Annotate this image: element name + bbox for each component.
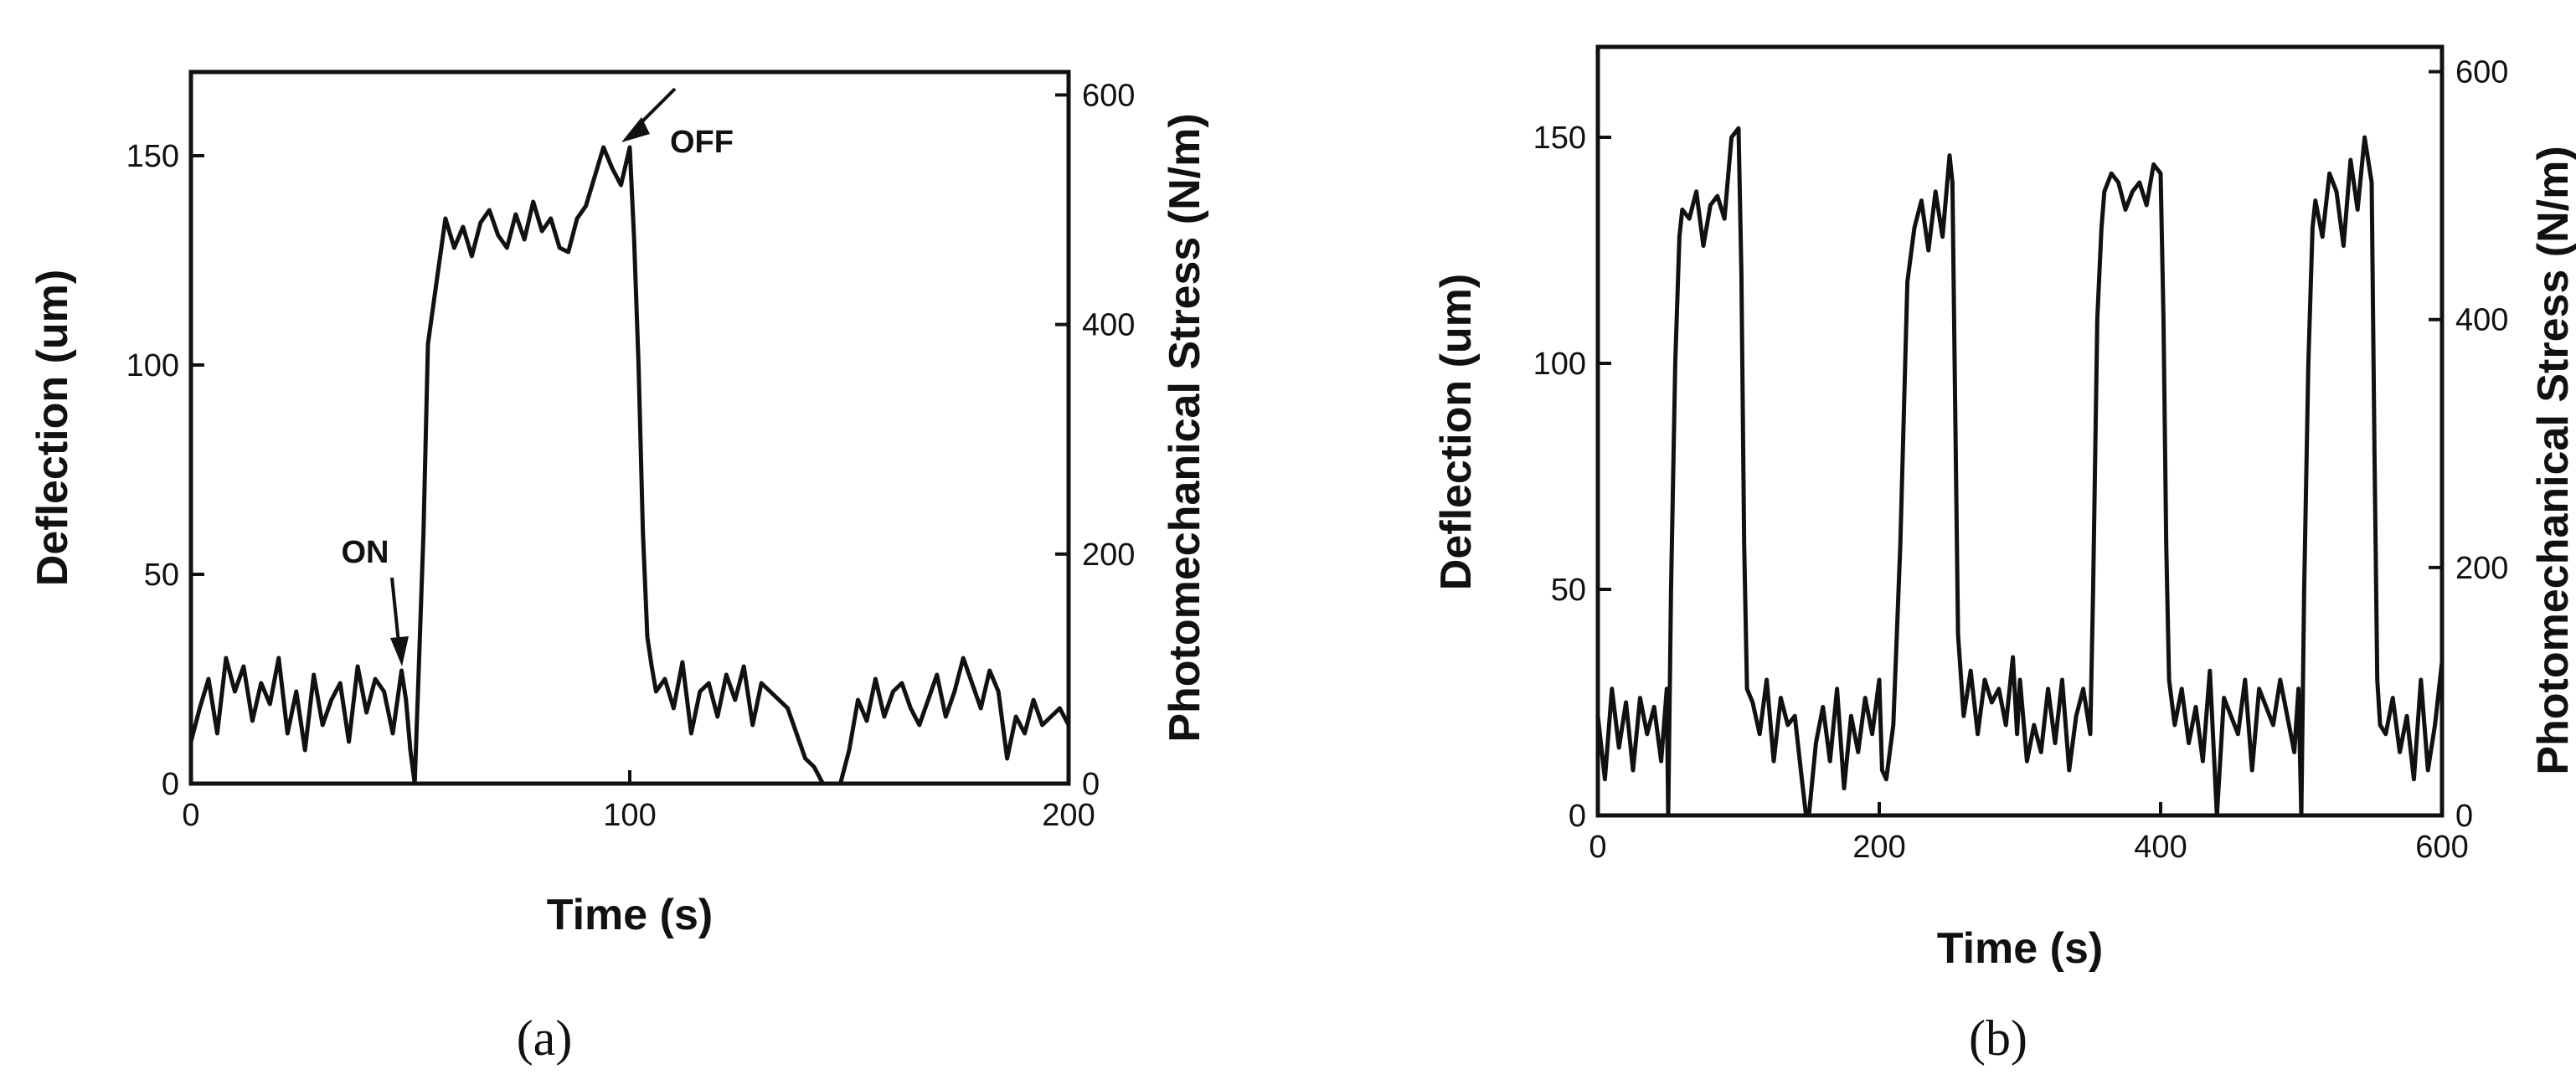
- deflection-series-line-b: [1595, 126, 2445, 818]
- y2-tick-label: 400: [1082, 308, 1135, 343]
- x-ticks-a: 0 100 200: [182, 770, 1095, 833]
- x-tick-label: 0: [182, 798, 199, 833]
- y2-tick-label: 0: [1082, 767, 1100, 802]
- y-tick-label: 0: [162, 767, 179, 802]
- on-arrow-head: [390, 636, 409, 666]
- y2-tick-label: 200: [2455, 551, 2508, 586]
- x-axis-label-b: Time (s): [1937, 924, 2103, 973]
- y2-axis-label-b: Photomechanical Stress (N/m): [2529, 146, 2576, 774]
- y2-axis-label-a: Photomechanical Stress (N/m): [1161, 113, 1209, 742]
- x-axis-label-a: Time (s): [547, 891, 713, 939]
- y2-tick-label: 600: [2455, 55, 2508, 90]
- x-tick-label: 0: [1589, 830, 1606, 865]
- caption-a: (a): [517, 1010, 573, 1066]
- y-tick-label: 150: [126, 139, 179, 174]
- x-tick-label: 600: [2415, 830, 2468, 865]
- y-axis-label-a: Deflection (um): [28, 270, 77, 586]
- chart-panel-b: 0 200 400 600 0 50 100 150 0 200 400 600 Time (s)…: [1432, 44, 2576, 1066]
- y2-tick-label: 600: [1082, 78, 1135, 113]
- y-tick-label: 150: [1533, 121, 1586, 156]
- x-tick-label: 400: [2134, 830, 2187, 865]
- y-axis-label-b: Deflection (um): [1432, 274, 1481, 590]
- on-arrow: [390, 577, 400, 644]
- caption-b: (b): [1969, 1010, 2027, 1066]
- y2-tick-label: 400: [2455, 303, 2508, 338]
- y-tick-label: 0: [1569, 799, 1586, 834]
- x-tick-label: 100: [603, 798, 656, 833]
- y-ticks-a: 0 50 100 150: [126, 139, 204, 802]
- x-tick-label: 200: [1042, 798, 1095, 833]
- y-tick-label: 100: [126, 348, 179, 383]
- x-tick-label: 200: [1852, 830, 1905, 865]
- x-ticks-b: 0 200 400 600: [1589, 802, 2469, 865]
- plot-frame-b: [1595, 44, 2445, 818]
- deflection-series-line-a: [188, 145, 1071, 786]
- y2-ticks-a: 0 200 400 600: [1055, 78, 1135, 802]
- off-arrow-head: [621, 117, 650, 142]
- y2-ticks-b: 0 200 400 600: [2429, 55, 2508, 834]
- y2-tick-label: 200: [1082, 537, 1135, 573]
- off-annotation: OFF: [670, 125, 734, 160]
- y-tick-label: 100: [1533, 347, 1586, 382]
- on-annotation: ON: [342, 535, 389, 570]
- y-tick-label: 50: [1551, 573, 1586, 608]
- y-ticks-b: 0 50 100 150: [1533, 121, 1611, 834]
- y-tick-label: 50: [144, 558, 179, 593]
- y2-tick-label: 0: [2455, 799, 2473, 834]
